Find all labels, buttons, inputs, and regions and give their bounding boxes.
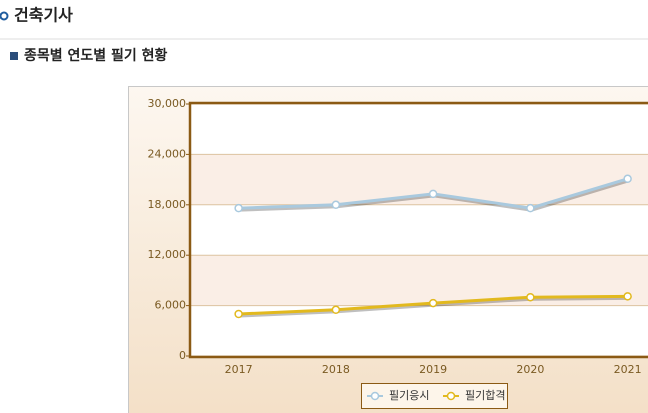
x-tick-label: 2018: [322, 363, 350, 376]
point: [526, 203, 535, 213]
point: [623, 292, 632, 301]
y-tick-label: 24,000: [148, 147, 187, 160]
y-tick-label: 6,000: [155, 299, 187, 312]
y-tick-label: 30,000: [148, 97, 187, 110]
legend-label: 필기응시: [389, 389, 429, 402]
point: [623, 174, 632, 184]
point: [234, 309, 243, 319]
x-tick-label: 2017: [225, 363, 253, 376]
y-tick-label: 0: [179, 349, 186, 362]
point: [331, 305, 341, 315]
legend-box: [361, 383, 508, 409]
point: [234, 203, 243, 213]
subtitle-icon: [10, 52, 18, 60]
legend-marker: [370, 391, 380, 401]
point: [428, 298, 438, 308]
subtitle: 종목별 연도별 필기 현황: [24, 47, 168, 64]
x-tick-label: 2019: [419, 363, 447, 376]
y-tick-label: 18,000: [148, 198, 187, 211]
x-tick-label: 2021: [614, 363, 642, 376]
title-icon: [0, 11, 9, 21]
point: [526, 292, 535, 302]
legend-label: 필기합격: [465, 389, 505, 402]
point: [428, 189, 438, 199]
plot-frame: [188, 101, 648, 359]
legend-marker: [446, 391, 456, 401]
y-tick-label: 12,000: [148, 248, 187, 261]
point: [331, 200, 341, 210]
plot-area: [190, 104, 648, 356]
x-tick-label: 2020: [516, 363, 544, 376]
page-title: 건축기사: [14, 6, 73, 25]
